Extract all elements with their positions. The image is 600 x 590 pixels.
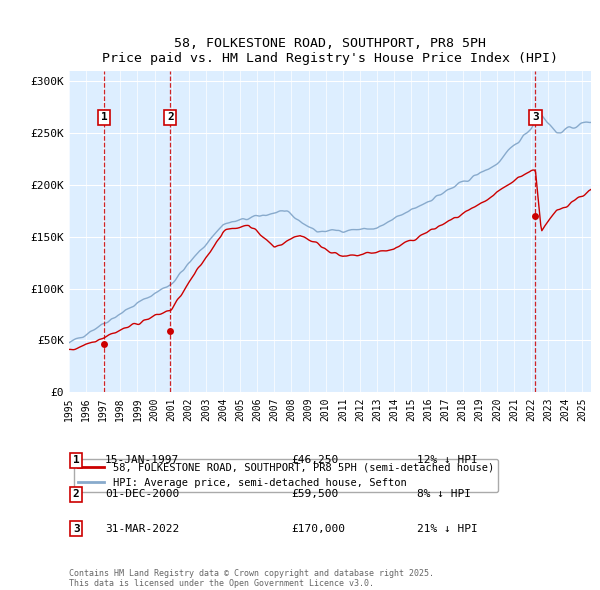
Text: £46,250: £46,250 [291,455,338,465]
Text: 8% ↓ HPI: 8% ↓ HPI [417,490,471,499]
Text: 3: 3 [532,113,539,122]
Legend: 58, FOLKESTONE ROAD, SOUTHPORT, PR8 5PH (semi-detached house), HPI: Average pric: 58, FOLKESTONE ROAD, SOUTHPORT, PR8 5PH … [74,458,498,492]
Title: 58, FOLKESTONE ROAD, SOUTHPORT, PR8 5PH
Price paid vs. HM Land Registry's House : 58, FOLKESTONE ROAD, SOUTHPORT, PR8 5PH … [102,38,558,65]
Text: 12% ↓ HPI: 12% ↓ HPI [417,455,478,465]
Text: 15-JAN-1997: 15-JAN-1997 [105,455,179,465]
Text: 1: 1 [101,113,107,122]
Text: 3: 3 [73,524,80,533]
Text: £59,500: £59,500 [291,490,338,499]
Text: 21% ↓ HPI: 21% ↓ HPI [417,524,478,533]
Text: 2: 2 [167,113,173,122]
Text: Contains HM Land Registry data © Crown copyright and database right 2025.
This d: Contains HM Land Registry data © Crown c… [69,569,434,588]
Text: 2: 2 [73,490,80,499]
Text: 01-DEC-2000: 01-DEC-2000 [105,490,179,499]
Text: £170,000: £170,000 [291,524,345,533]
Text: 1: 1 [73,455,80,465]
Text: 31-MAR-2022: 31-MAR-2022 [105,524,179,533]
